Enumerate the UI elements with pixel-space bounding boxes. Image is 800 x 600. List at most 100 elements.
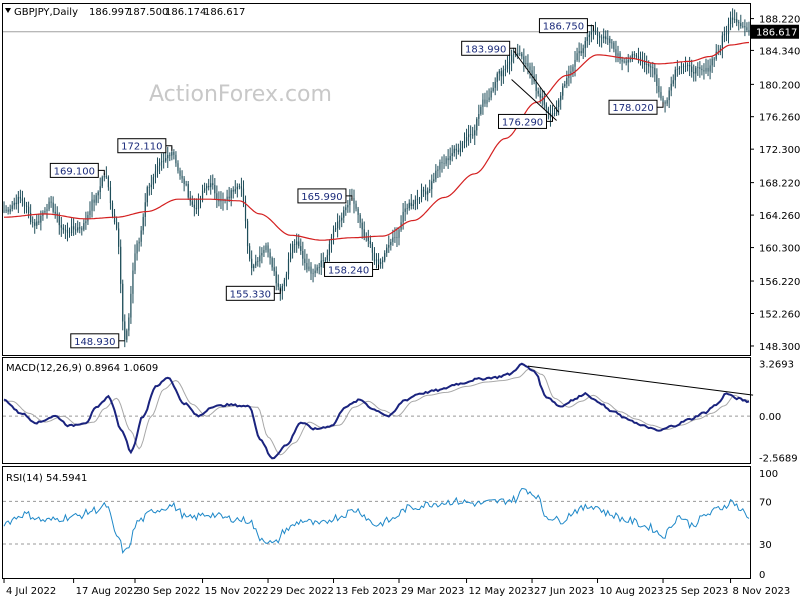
candle [508, 55, 511, 75]
candle [637, 47, 640, 64]
candle [54, 203, 56, 219]
candle-body [732, 17, 734, 20]
candle [154, 164, 157, 184]
candle [23, 197, 26, 214]
price-label-text: 183.990 [465, 44, 506, 55]
candle [330, 233, 333, 253]
candle-body [60, 225, 62, 228]
candle-body [50, 201, 52, 203]
candle-body [103, 176, 105, 178]
candle [238, 183, 240, 190]
candle-body [265, 245, 267, 251]
candle-body [744, 26, 746, 28]
candle [721, 31, 723, 59]
candle-body [678, 67, 680, 70]
candle-body [517, 53, 519, 56]
candle [73, 218, 75, 236]
candle-body [729, 17, 732, 24]
candle-body [122, 283, 124, 322]
candle-body [328, 244, 331, 256]
candle [388, 235, 390, 253]
price-label-text: 148.930 [74, 337, 115, 348]
candle-body [588, 34, 590, 38]
candle [3, 201, 5, 214]
candle-body [144, 202, 146, 217]
candle [431, 174, 433, 198]
candle [9, 204, 11, 215]
header-low: 186.174 [165, 7, 206, 18]
candle [134, 244, 136, 275]
candle-body [89, 210, 91, 216]
candle [386, 244, 388, 257]
header-high: 187.500 [127, 7, 168, 18]
candle [101, 175, 103, 189]
candle-body [660, 92, 662, 99]
candle [375, 253, 378, 269]
candle-body [371, 244, 374, 253]
candle-body [275, 271, 277, 284]
candle-body [146, 187, 148, 203]
candle-body [484, 99, 486, 104]
candle [482, 93, 484, 115]
price-label-leader [165, 145, 173, 151]
candle [156, 157, 159, 178]
price-tick-label: 148.300 [759, 342, 800, 353]
header-close: 186.617 [204, 7, 245, 18]
candle [707, 59, 709, 77]
candle [345, 204, 347, 216]
candle [136, 240, 138, 261]
candle [158, 158, 161, 175]
candle-body [412, 204, 414, 206]
candle [740, 14, 742, 29]
candle-body [156, 165, 159, 172]
candle-body [73, 226, 75, 230]
candle-body [644, 60, 646, 65]
candle [38, 213, 40, 226]
candle [44, 207, 46, 215]
candle [433, 172, 435, 184]
candle [359, 213, 361, 229]
candle-body [598, 35, 601, 38]
candle-body [656, 74, 658, 86]
candle [461, 140, 464, 153]
candle [249, 243, 251, 262]
candle-body [281, 286, 283, 292]
candle-body [535, 81, 537, 91]
candle-body [578, 51, 580, 54]
candle [62, 224, 64, 234]
candle-body [220, 199, 222, 202]
candle [183, 176, 185, 192]
time-tick-label: 4 Jul 2022 [6, 586, 56, 597]
candle [230, 188, 232, 207]
candle [130, 285, 132, 324]
candle-body [474, 130, 476, 136]
candle-body [68, 232, 71, 234]
candle-body [650, 66, 652, 68]
candle [701, 65, 703, 76]
header-open: 186.997 [89, 7, 130, 18]
candle-body [515, 54, 517, 56]
candle-body [433, 179, 435, 182]
price-label-leader [345, 195, 353, 201]
candle [723, 26, 726, 43]
macd-panel-frame [2, 357, 751, 464]
candle-body [635, 55, 638, 57]
candle-body [674, 69, 676, 81]
candle [332, 225, 335, 245]
candle-body [171, 152, 173, 156]
candle-body [709, 65, 711, 72]
candle [244, 195, 247, 229]
candle-body [459, 148, 462, 152]
price-tick-label: 180.200 [759, 80, 800, 91]
candle [445, 156, 447, 167]
candle-body [46, 209, 48, 212]
candle [257, 257, 259, 267]
candle-body [541, 96, 543, 98]
candle [382, 256, 384, 269]
candle-body [496, 73, 498, 82]
candle [273, 257, 275, 276]
candle [261, 247, 263, 264]
time-tick-label: 29 Mar 2023 [401, 586, 464, 597]
candle [732, 8, 734, 28]
candle [594, 21, 597, 35]
